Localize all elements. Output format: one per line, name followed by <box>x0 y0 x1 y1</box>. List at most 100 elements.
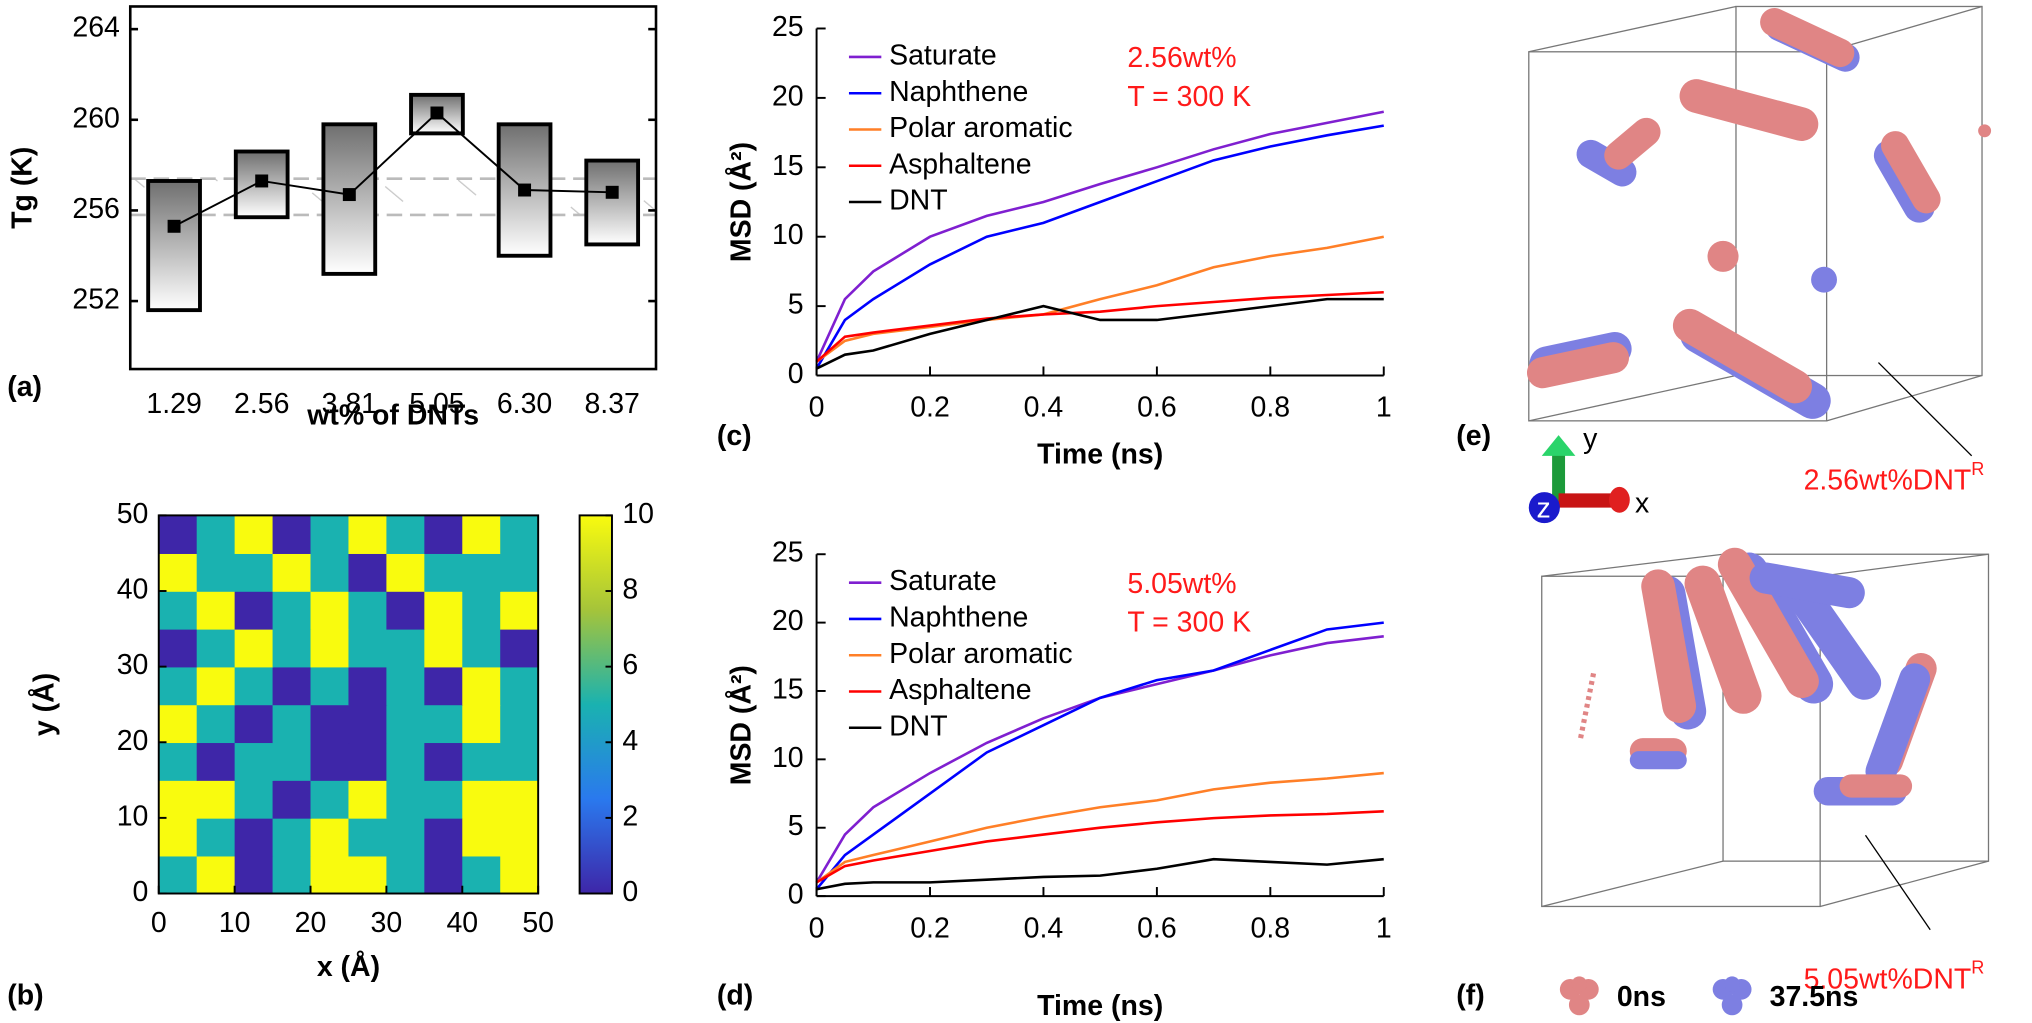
x-tick-label: 0 <box>151 907 167 939</box>
x-tick-label: 0 <box>809 912 825 944</box>
heatmap-cell <box>424 591 464 630</box>
heatmap-cell <box>386 666 426 706</box>
annotation: 5.05wt%DNTR <box>1804 957 1985 994</box>
panel-label: (f) <box>1456 980 1484 1012</box>
legend-label: Naphthene <box>889 76 1028 108</box>
axis-z-label: z <box>1537 493 1551 525</box>
plot-frame <box>157 514 540 895</box>
y-tick-label: 5 <box>788 810 804 842</box>
y-tick-label: 264 <box>72 12 120 44</box>
heatmap-cell <box>158 742 198 781</box>
y-tick-label: 10 <box>772 219 804 251</box>
x-tick-label: 6.30 <box>497 388 552 420</box>
y-tick-label: 5 <box>788 289 804 321</box>
heatmap-cell <box>386 591 426 630</box>
colorbar-tick-label: 0 <box>622 876 638 908</box>
y-tick-label: 25 <box>772 537 804 569</box>
heatmap-cell <box>386 855 426 895</box>
legend-label: Asphaltene <box>889 148 1031 180</box>
heatmap-cell <box>462 704 502 744</box>
panel-label: (d) <box>717 980 753 1012</box>
heatmap-cell <box>272 817 312 857</box>
x-tick-label: 5.05 <box>409 388 464 420</box>
series-line <box>815 809 1384 884</box>
heatmap-cell <box>196 855 236 895</box>
heatmap-cell <box>234 553 274 592</box>
heatmap-cell <box>424 817 464 857</box>
heatmap-cell <box>386 704 426 744</box>
heatmap-cell <box>424 742 464 781</box>
legend-label: DNT <box>889 710 948 742</box>
heatmap-cell <box>310 742 350 781</box>
legend-swatch-0ns <box>1559 976 1599 1016</box>
heatmap-cell <box>348 742 388 781</box>
x-tick-label: 30 <box>371 907 403 939</box>
y-tick-label: 260 <box>72 102 120 134</box>
heatmap-cell <box>272 704 312 744</box>
y-tick-label: 256 <box>72 193 120 225</box>
heatmap-cell <box>348 666 388 706</box>
heatmap-cell <box>158 553 198 592</box>
heatmap-cell <box>196 817 236 857</box>
panel-label: (a) <box>7 371 42 403</box>
legend-label: 37.5ns <box>1770 981 1859 1013</box>
heatmap-cell <box>500 780 539 819</box>
heatmap-cell <box>462 515 502 554</box>
y-tick-label: 252 <box>72 284 120 316</box>
annotation: 5.05wt% <box>1127 568 1236 600</box>
heatmap-cell <box>234 817 274 857</box>
heatmap-cell <box>500 704 539 744</box>
x-tick-label: 0.4 <box>1024 392 1064 424</box>
heatmap-cell <box>234 515 274 554</box>
x-tick-label: 0.2 <box>910 392 950 424</box>
heatmap-cell <box>500 742 539 781</box>
heatmap-cell <box>310 666 350 706</box>
y-tick-label: 0 <box>788 879 804 911</box>
heatmap-cell <box>462 591 502 630</box>
heatmap-cell <box>348 515 388 554</box>
heatmap-cell <box>348 628 388 668</box>
heatmap-cell <box>196 591 236 630</box>
heatmap-cell <box>424 628 464 668</box>
heatmap-cell <box>234 666 274 706</box>
heatmap-cell <box>500 591 539 630</box>
x-axis-label: Time (ns) <box>1037 990 1163 1022</box>
heatmap-cell <box>348 704 388 744</box>
x-tick-label: 1.29 <box>146 388 201 420</box>
x-axis-label: x (Å) <box>317 951 380 983</box>
heatmap-cell <box>348 780 388 819</box>
colorbar <box>578 514 613 895</box>
heatmap-cell <box>310 704 350 744</box>
x-axis-label: Time (ns) <box>1037 438 1163 470</box>
molecules-f <box>1578 547 1937 806</box>
x-tick-label: 3.81 <box>322 388 377 420</box>
heatmap-cell <box>196 515 236 554</box>
heatmap-cell <box>386 780 426 819</box>
range-box <box>146 179 202 313</box>
heatmap-cell <box>234 704 274 744</box>
heatmap-cell <box>158 780 198 819</box>
annotation-text: 2.56wt%DNT <box>1804 464 1972 496</box>
heatmap-cell <box>500 628 539 668</box>
legend-swatch-37ns <box>1712 976 1752 1016</box>
y-tick-label: 0 <box>788 358 804 390</box>
heatmap-cell <box>500 855 539 895</box>
heatmap-cell <box>310 780 350 819</box>
heatmap-cell <box>462 817 502 857</box>
heatmap-cell <box>500 553 539 592</box>
legend-label: Saturate <box>889 39 997 71</box>
heatmap-cell <box>424 553 464 592</box>
heatmap-cell <box>386 742 426 781</box>
heatmap-cell <box>158 515 198 554</box>
y-axis-label: MSD (Å²) <box>725 665 757 785</box>
heatmap-cell <box>196 742 236 781</box>
colorbar-tick-label: 4 <box>622 725 638 757</box>
heatmap-cell <box>272 591 312 630</box>
series-line <box>816 297 1384 370</box>
heatmap-cell <box>386 817 426 857</box>
heatmap-cell <box>272 780 312 819</box>
heatmap-cell <box>500 817 539 857</box>
x-tick-label: 1 <box>1376 912 1392 944</box>
x-tick-label: 0 <box>809 392 825 424</box>
